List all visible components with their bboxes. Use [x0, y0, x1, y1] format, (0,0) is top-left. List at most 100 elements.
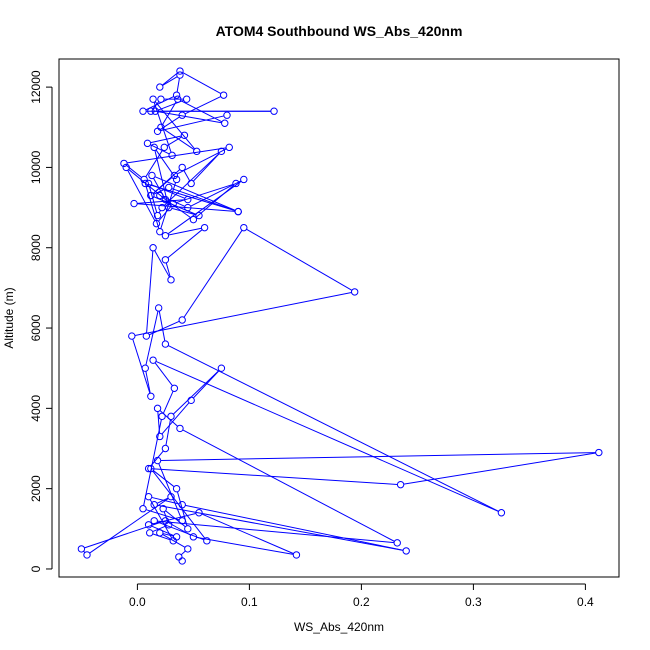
data-point: [150, 501, 158, 509]
data-point: [170, 171, 179, 180]
series-segment: [137, 203, 236, 212]
data-point: [152, 219, 161, 228]
series-segment: [160, 115, 224, 132]
data-point: [154, 304, 163, 312]
data-point: [169, 199, 177, 208]
plot-frame: [58, 58, 620, 578]
series-segment: [153, 470, 175, 488]
data-point: [178, 501, 186, 509]
series-segment: [166, 136, 182, 147]
series-segment: [168, 227, 202, 236]
data-point: [178, 111, 186, 119]
series-segment: [167, 180, 242, 235]
series-segment: [165, 262, 171, 277]
series-segment: [163, 128, 195, 150]
data-point: [161, 195, 170, 204]
series-connectors: [83, 72, 596, 556]
data-point: [178, 557, 186, 565]
data-point: [161, 340, 170, 348]
data-point: [149, 95, 157, 103]
series-segment: [145, 149, 164, 178]
data-point: [232, 179, 240, 188]
data-point: [156, 191, 164, 200]
data-point: [147, 191, 155, 200]
data-point: [156, 432, 164, 441]
series-segment: [154, 362, 173, 387]
data-point: [147, 464, 155, 473]
data-point: [156, 227, 164, 236]
data-point: [161, 231, 170, 240]
data-point: [153, 127, 162, 135]
data-point: [142, 332, 151, 340]
y-axis: 0 2000 4000 6000 8000 10000 12000: [29, 70, 53, 572]
data-point: [178, 517, 186, 525]
data-point: [144, 464, 153, 473]
data-point: [184, 203, 192, 212]
data-point: [184, 525, 192, 533]
data-point: [595, 448, 603, 457]
data-point: [167, 492, 175, 501]
data-point: [159, 505, 167, 513]
y-axis-label: Altitude (m): [2, 287, 16, 348]
series-segment: [182, 72, 222, 95]
series-segment: [162, 533, 186, 548]
x-axis: 0.0 0.1 0.2 0.3 0.4: [129, 583, 594, 609]
data-point: [158, 203, 166, 212]
series-segment: [158, 463, 182, 519]
series-segment: [149, 499, 173, 539]
data-point: [153, 404, 162, 413]
y-tick-label: 2000: [29, 475, 43, 502]
series-segment: [151, 468, 398, 485]
data-point: [139, 505, 147, 513]
series-segment: [158, 111, 222, 124]
series-segment: [151, 184, 186, 199]
series-segment: [127, 147, 227, 164]
series-segment: [157, 504, 404, 551]
data-point: [182, 95, 191, 103]
y-tick-label: 10000: [29, 150, 43, 184]
series-segment: [153, 102, 172, 153]
data-point: [139, 107, 147, 115]
series-points: [77, 67, 603, 565]
series-segment: [153, 196, 197, 215]
y-tick-label: 4000: [29, 395, 43, 422]
data-point: [153, 211, 162, 220]
data-point: [172, 484, 181, 493]
series-segment: [148, 186, 158, 213]
series-segment: [176, 183, 234, 204]
series-segment: [246, 228, 353, 291]
series-segment: [152, 533, 171, 541]
series-segment: [132, 338, 151, 394]
data-point: [178, 316, 186, 324]
data-point: [157, 95, 165, 103]
series-segment: [183, 169, 191, 181]
y-tick-label: 0: [29, 565, 43, 572]
data-point: [150, 517, 158, 525]
data-point: [180, 131, 189, 139]
data-point: [168, 151, 176, 160]
data-point: [165, 521, 173, 529]
data-point: [151, 107, 160, 115]
series-segment: [183, 230, 243, 318]
data-point: [176, 424, 184, 433]
data-point: [140, 175, 148, 184]
data-point: [165, 183, 173, 192]
data-point: [189, 215, 198, 224]
data-point: [270, 107, 278, 115]
series-segment: [160, 182, 177, 229]
data-point: [144, 492, 153, 501]
series-segment: [84, 521, 163, 549]
data-point: [189, 533, 198, 541]
data-point: [167, 412, 175, 421]
data-point: [223, 111, 231, 119]
x-tick-label: 0.0: [129, 595, 146, 609]
data-point: [144, 521, 153, 529]
series-segment: [171, 207, 197, 216]
series-segment: [403, 452, 596, 485]
data-point: [200, 223, 209, 232]
series-segment: [145, 310, 159, 366]
x-tick-label: 0.3: [465, 595, 482, 609]
data-point: [167, 276, 175, 284]
data-point: [120, 159, 128, 168]
